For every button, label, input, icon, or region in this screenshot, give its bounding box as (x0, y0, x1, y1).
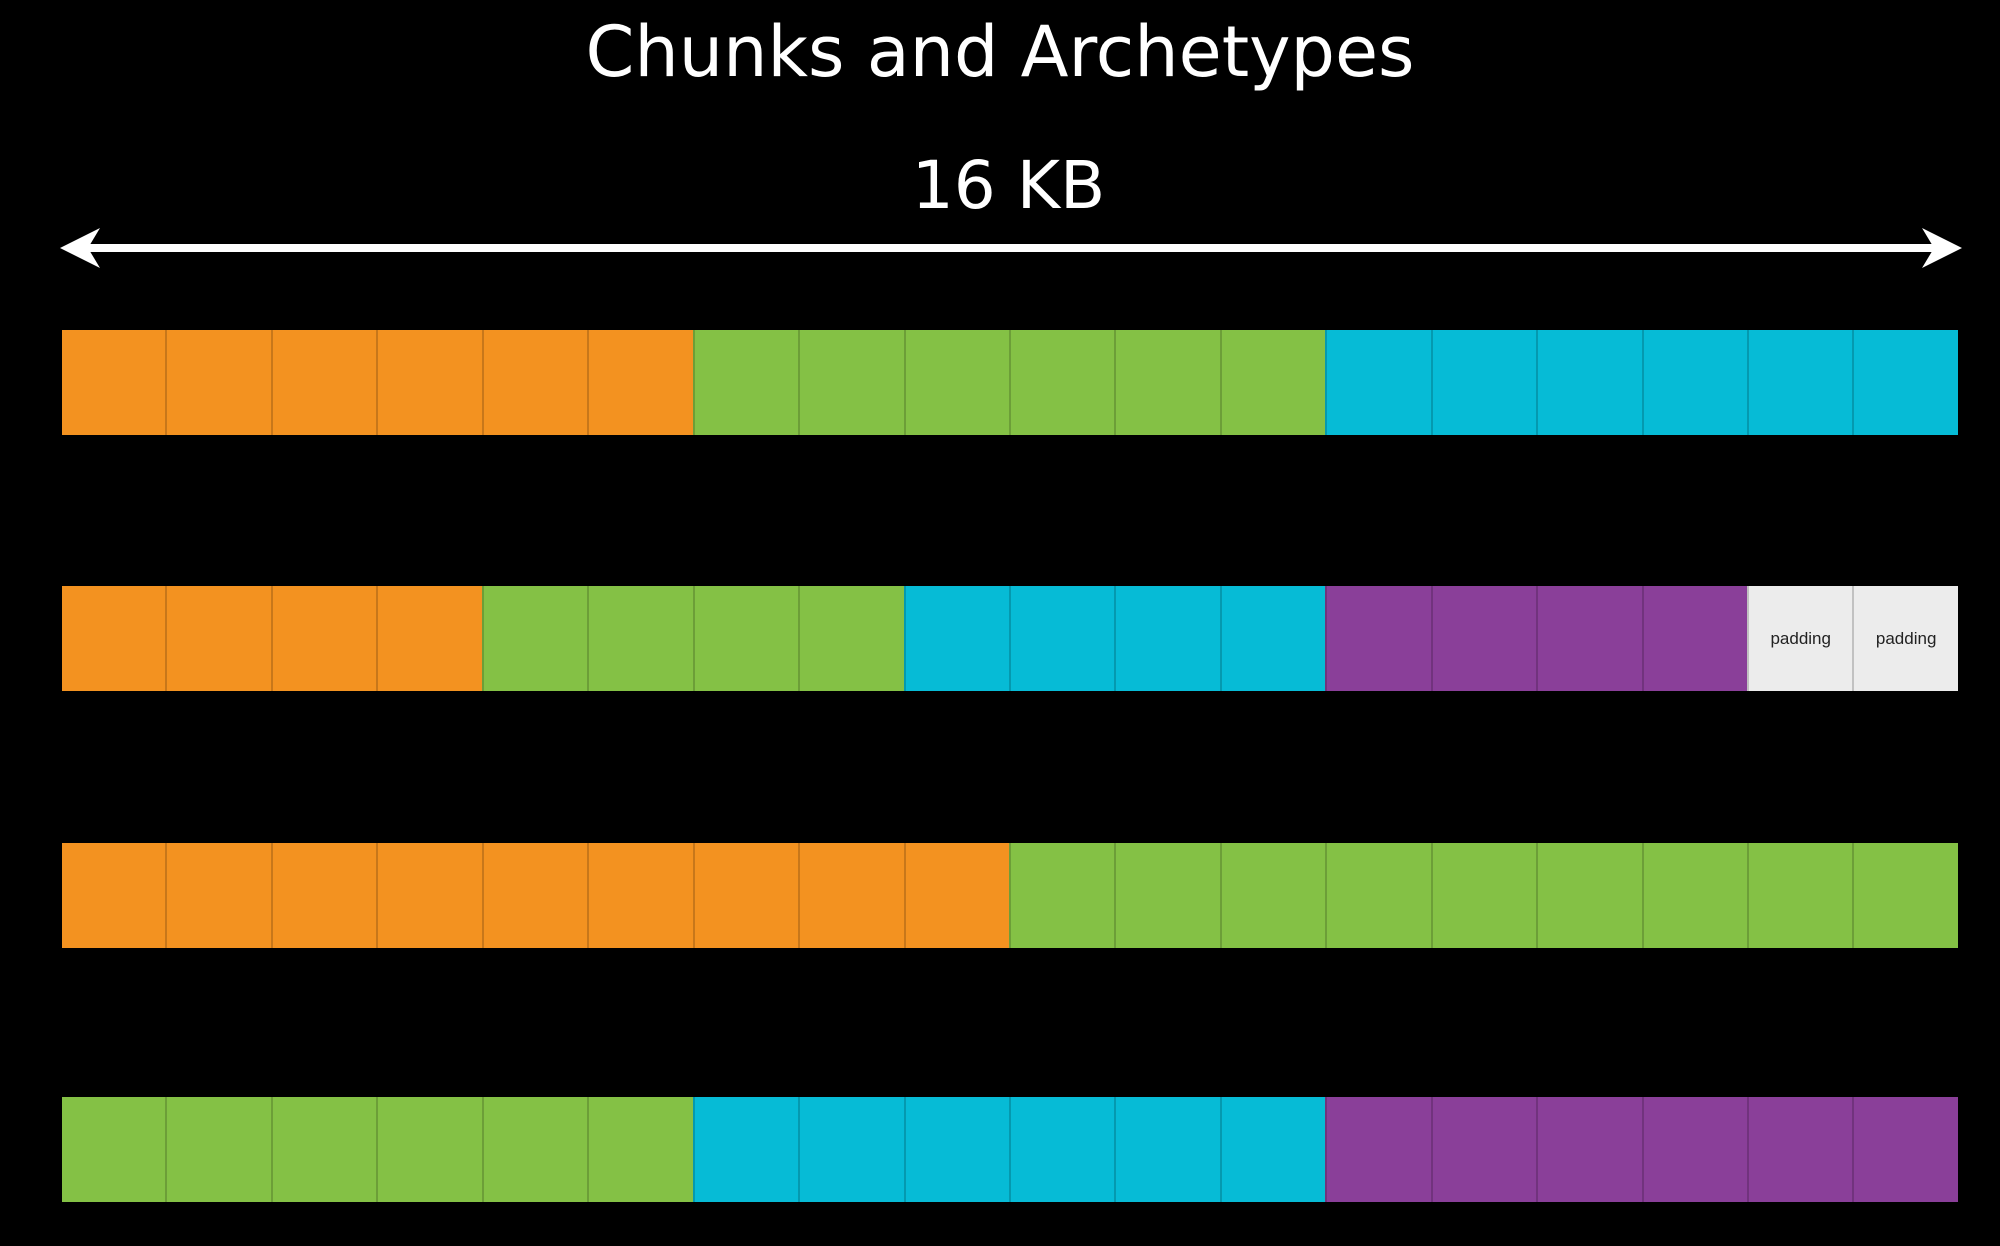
page-title: Chunks and Archetypes (585, 11, 1415, 93)
cyan-component-cell (1008, 1097, 1115, 1202)
green-component-cell (62, 1097, 166, 1202)
purple-component-cell (1641, 586, 1747, 691)
purple-component-cell (1325, 586, 1431, 691)
orange-component-cell (62, 843, 166, 948)
chunk-size-label: 16 KB (911, 147, 1106, 224)
chunk-row: padding padding (62, 586, 1958, 691)
orange-component-cell (798, 843, 904, 948)
green-component-cell (798, 330, 904, 435)
cyan-component-cell (1008, 586, 1115, 691)
cyan-component-cell (1325, 330, 1431, 435)
green-component-cell (587, 586, 693, 691)
green-component-cell (692, 330, 799, 435)
cyan-component-cell (903, 586, 1009, 691)
orange-component-cell (270, 586, 377, 691)
orange-component-cell (376, 330, 482, 435)
purple-component-cell (1430, 1097, 1537, 1202)
orange-component-cell (270, 843, 377, 948)
cyan-component-cell (1114, 586, 1220, 691)
cyan-component-cell (903, 1097, 1009, 1202)
cyan-component-cell (1219, 586, 1326, 691)
green-component-cell (1219, 330, 1326, 435)
chunk-row (62, 1097, 1958, 1202)
orange-component-cell (692, 843, 799, 948)
double-arrow-icon (60, 228, 1962, 268)
orange-component-cell (62, 330, 166, 435)
padding-cell: padding (1747, 586, 1853, 691)
green-component-cell (270, 1097, 377, 1202)
orange-component-cell (165, 843, 271, 948)
green-component-cell (1114, 330, 1220, 435)
orange-component-cell (481, 843, 588, 948)
orange-component-cell (903, 843, 1009, 948)
cyan-component-cell (1641, 330, 1747, 435)
cyan-component-cell (1536, 330, 1642, 435)
cyan-component-cell (1852, 330, 1958, 435)
green-component-cell (692, 586, 799, 691)
purple-component-cell (1852, 1097, 1958, 1202)
green-component-cell (1114, 843, 1220, 948)
orange-component-cell (165, 586, 271, 691)
orange-component-cell (587, 330, 693, 435)
orange-component-cell (62, 586, 166, 691)
orange-component-cell (376, 843, 482, 948)
green-component-cell (1008, 843, 1115, 948)
orange-component-cell (481, 330, 588, 435)
green-component-cell (798, 586, 904, 691)
purple-component-cell (1747, 1097, 1853, 1202)
green-component-cell (165, 1097, 271, 1202)
green-component-cell (481, 1097, 588, 1202)
cyan-component-cell (798, 1097, 904, 1202)
green-component-cell (587, 1097, 693, 1202)
green-component-cell (903, 330, 1009, 435)
green-component-cell (1536, 843, 1642, 948)
cyan-component-cell (1747, 330, 1853, 435)
orange-component-cell (376, 586, 482, 691)
purple-component-cell (1536, 1097, 1642, 1202)
orange-component-cell (587, 843, 693, 948)
padding-cell: padding (1852, 586, 1958, 691)
chunk-row (62, 843, 1958, 948)
purple-component-cell (1430, 586, 1537, 691)
purple-component-cell (1536, 586, 1642, 691)
orange-component-cell (165, 330, 271, 435)
cyan-component-cell (692, 1097, 799, 1202)
purple-component-cell (1641, 1097, 1747, 1202)
orange-component-cell (270, 330, 377, 435)
cyan-component-cell (1430, 330, 1537, 435)
cyan-component-cell (1114, 1097, 1220, 1202)
green-component-cell (481, 586, 588, 691)
green-component-cell (1852, 843, 1958, 948)
purple-component-cell (1325, 1097, 1431, 1202)
green-component-cell (1008, 330, 1115, 435)
green-component-cell (1747, 843, 1853, 948)
cyan-component-cell (1219, 1097, 1326, 1202)
green-component-cell (1219, 843, 1326, 948)
green-component-cell (1325, 843, 1431, 948)
green-component-cell (1430, 843, 1537, 948)
green-component-cell (1641, 843, 1747, 948)
chunk-row (62, 330, 1958, 435)
green-component-cell (376, 1097, 482, 1202)
